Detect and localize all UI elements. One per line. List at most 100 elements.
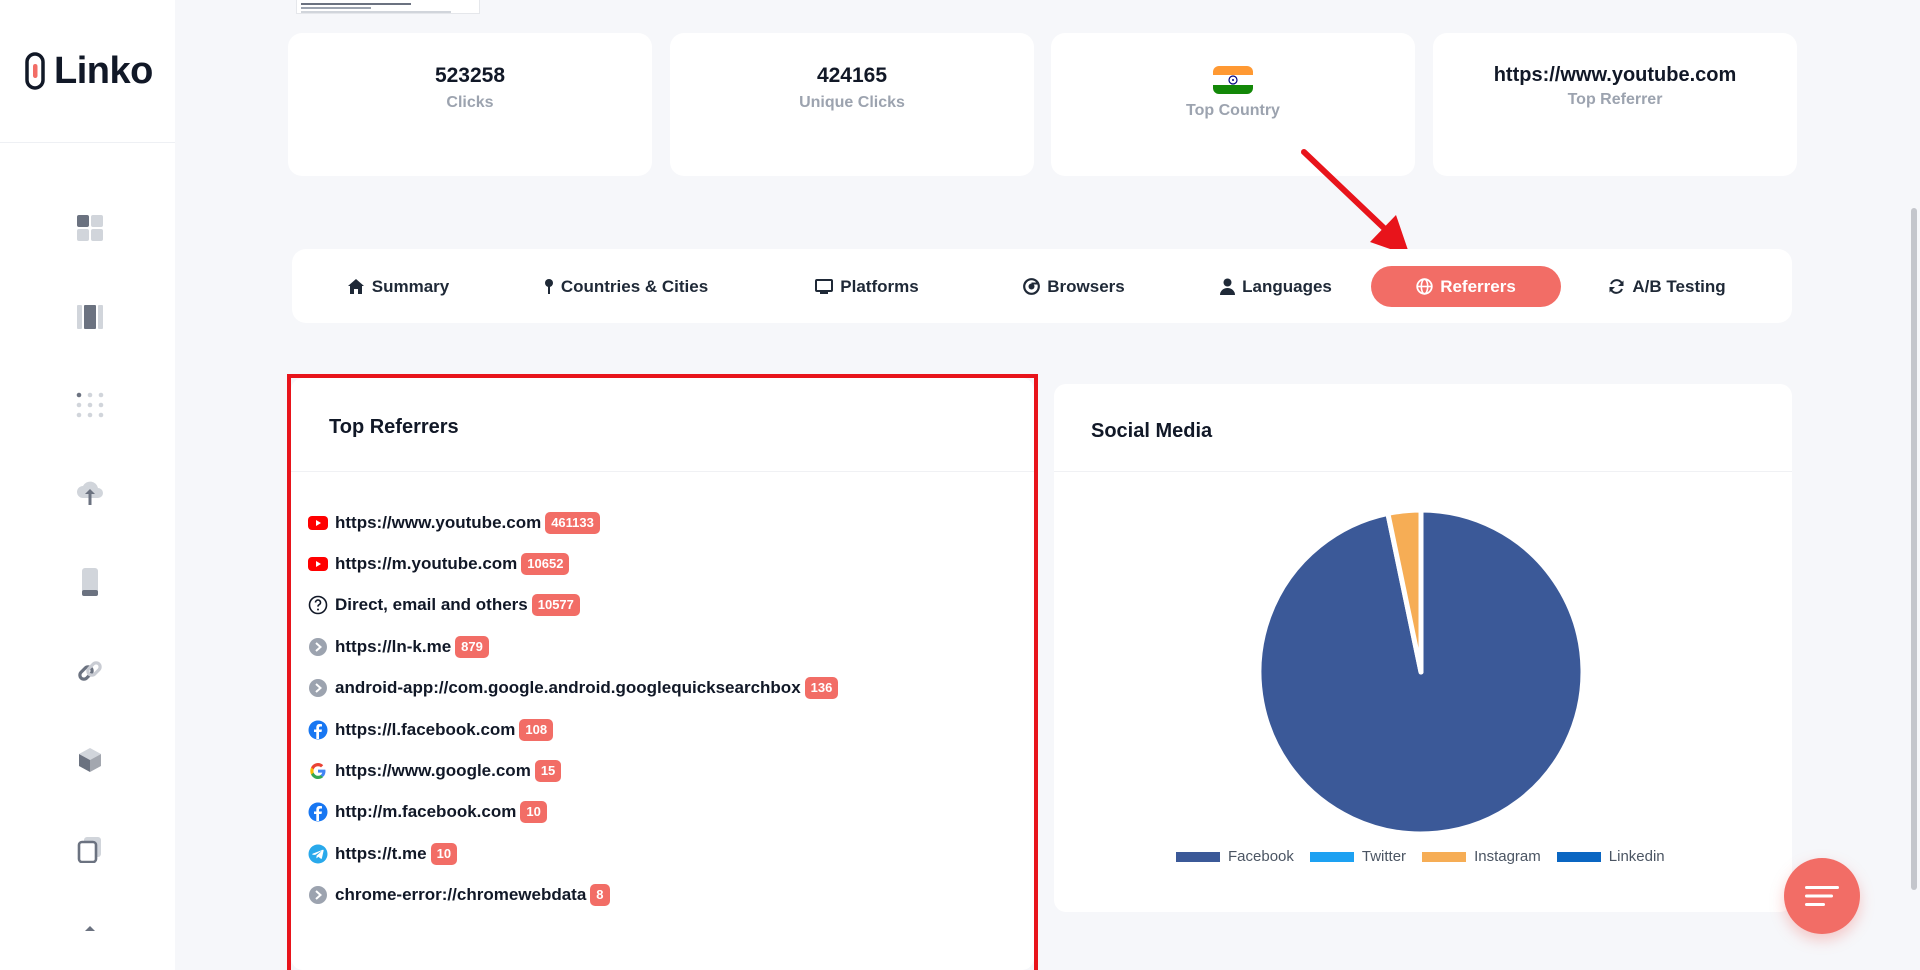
tab-platforms-label: Platforms [840,276,919,296]
dots-grid-icon[interactable] [74,389,106,421]
top-referrers-title: Top Referrers [329,416,459,438]
referrer-url: https://t.me [335,843,427,863]
legend-item[interactable]: Facebook [1176,848,1294,865]
referrer-count-badge: 108 [519,718,554,741]
columns-icon[interactable] [74,301,106,333]
legend-label: Instagram [1474,848,1541,865]
unique-clicks-value: 424165 [816,64,888,87]
top-referrer-label: Top Referrer [1567,91,1663,108]
sidebar-divider [0,142,175,143]
list-item: https://www.youtube.com 461133 [308,502,838,543]
cube-icon[interactable] [74,744,106,776]
logo-icon [24,51,50,91]
refresh-icon [1609,279,1624,294]
referrer-count-badge: 461133 [545,511,600,534]
referrer-url: https://ln-k.me [335,636,452,656]
top-referrer-value: https://www.youtube.com [1493,64,1737,86]
referrer-url: chrome-error://chromewebdata [335,885,587,905]
list-item: chrome-error://chromewebdata 8 [308,875,838,916]
tab-ab-testing[interactable]: A/B Testing [1597,266,1737,307]
legend-item[interactable]: Twitter [1309,848,1407,865]
referrer-count-badge: 15 [534,760,562,783]
referrer-url: android-app://com.google.android.googleq… [335,678,801,698]
referrer-url: https://www.google.com [335,761,531,781]
logo[interactable]: Linko [24,48,153,94]
clicks-label: Clicks [446,94,494,111]
chevron-right-icon [308,637,328,657]
legend-swatch [1422,851,1467,862]
top-referrer-card: https://www.youtube.com Top Referrer [1433,33,1797,176]
legend-item[interactable]: Linkedin [1556,848,1665,865]
tab-browsers[interactable]: Browsers [1004,266,1144,307]
legend-label: Facebook [1228,848,1294,865]
list-item: https://m.youtube.com 10652 [308,543,838,584]
unique-clicks-label: Unique Clicks [799,94,905,111]
clicks-card: 523258 Clicks [288,33,652,176]
tab-countries-cities-label: Countries & Cities [560,276,709,296]
logo-text: Linko [54,49,153,92]
menu-fab-button[interactable] [1784,858,1860,934]
dashboard-icon[interactable] [74,212,106,244]
user-icon [1220,278,1236,295]
mobile-icon[interactable] [74,566,106,598]
legend-item[interactable]: Instagram [1422,848,1541,865]
tab-referrers-label: Referrers [1440,276,1516,296]
youtube-icon [308,554,328,574]
tab-referrers[interactable]: Referrers [1371,266,1561,307]
legend-swatch [1556,851,1601,862]
list-item: Direct, email and others 10577 [308,585,838,626]
facebook-icon [308,802,328,822]
legend-swatch [1176,851,1220,862]
question-icon [308,595,328,615]
clicks-value: 523258 [434,64,506,87]
tab-summary[interactable]: Summary [338,266,458,307]
cloud-upload-icon[interactable] [74,478,106,510]
telegram-icon [308,844,328,864]
tab-languages[interactable]: Languages [1206,266,1346,307]
link-preview-thumbnail [296,0,480,14]
tab-countries-cities[interactable]: Countries & Cities [536,266,716,307]
referrer-url: https://www.youtube.com [335,512,542,532]
referrer-url: https://m.youtube.com [335,554,518,574]
referrer-url: https://l.facebook.com [335,719,516,739]
chevron-right-icon [308,885,328,905]
monitor-icon [815,278,834,294]
google-icon [308,761,328,781]
pie-slice-instagram[interactable] [1385,507,1424,675]
list-item: https://www.google.com 15 [308,750,838,791]
annotation-arrow [1301,149,1410,256]
list-item: android-app://com.google.android.googleq… [308,668,839,709]
menu-lines-icon [1805,886,1839,906]
top-country-card: Top Country [1051,33,1415,176]
legend-label: Twitter [1361,848,1407,865]
sidebar: Linko [0,0,175,970]
top-referrers-panel: Top Referrers [291,378,1034,970]
referrer-count-badge: 10577 [531,594,580,617]
report-tabs: Summary Countries & Cities Platforms Bro… [292,249,1792,323]
referrer-count-badge: 10 [520,801,547,824]
referrer-count-badge: 10652 [521,553,570,576]
youtube-icon [308,513,328,533]
panel-divider [291,471,1034,472]
tab-summary-label: Summary [371,276,450,296]
india-flag-icon [1213,66,1253,94]
list-item: https://ln-k.me 879 [308,626,838,667]
top-country-label: Top Country [1186,102,1280,119]
referrer-list: https://www.youtube.com 461133 https://m… [308,502,839,916]
scrollbar-thumb[interactable] [1911,208,1917,890]
facebook-icon [308,720,328,740]
chevron-up-icon[interactable] [74,912,106,944]
tab-ab-testing-label: A/B Testing [1632,276,1726,296]
copy-icon[interactable] [74,833,106,865]
referrer-count-badge: 136 [804,677,839,700]
tab-browsers-label: Browsers [1047,276,1125,296]
link-icon[interactable] [74,655,106,687]
list-item: http://m.facebook.com 10 [308,792,838,833]
referrer-count-badge: 879 [455,635,489,658]
social-media-pie-chart [1256,507,1586,837]
referrer-count-badge: 10 [430,842,458,865]
legend-swatch [1309,851,1354,862]
tab-platforms[interactable]: Platforms [792,266,942,307]
chrome-icon [1023,278,1041,295]
globe-icon [1416,278,1433,295]
